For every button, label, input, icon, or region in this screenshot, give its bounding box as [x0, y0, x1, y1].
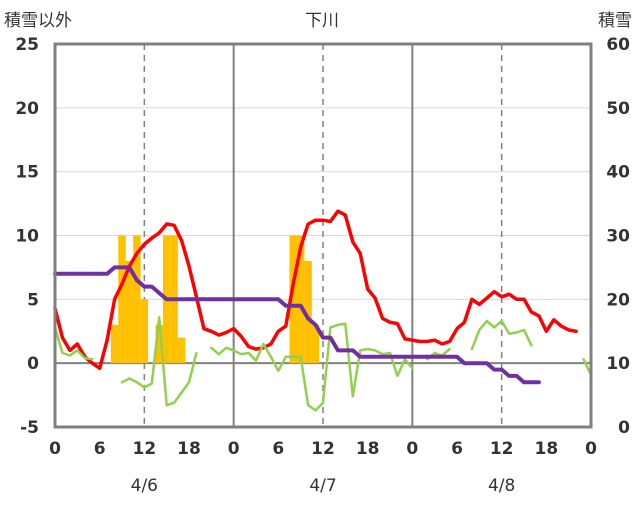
- x-tick-label: 0: [406, 439, 418, 459]
- date-label: 4/8: [488, 476, 515, 496]
- right-tick-label: 10: [606, 354, 630, 374]
- x-tick-label: 18: [356, 439, 380, 459]
- left-tick-label: 20: [15, 99, 39, 119]
- x-tick-label: 6: [272, 439, 284, 459]
- right-tick-label: 60: [606, 35, 630, 55]
- plot-frame: [53, 42, 593, 429]
- right-tick-label: 30: [606, 227, 630, 247]
- series-line: [53, 265, 541, 385]
- left-axis-label: 積雪以外: [4, 11, 72, 31]
- bar: [289, 235, 297, 364]
- left-y-ticks: -5 0 5 10 15 20 25: [15, 35, 39, 438]
- bar: [177, 337, 186, 364]
- bar: [311, 324, 320, 364]
- bar: [125, 261, 134, 364]
- left-tick-label: 0: [27, 354, 39, 374]
- bar: [133, 235, 141, 364]
- right-tick-label: 50: [606, 99, 630, 119]
- date-labels: 4/6 4/7 4/8: [131, 476, 516, 496]
- left-tick-label: -5: [20, 418, 39, 438]
- x-tick-label: 12: [132, 439, 156, 459]
- bar: [118, 235, 126, 364]
- left-tick-label: 5: [27, 290, 39, 310]
- series-line: [53, 315, 593, 412]
- x-tick-label: 0: [49, 439, 61, 459]
- right-tick-label: 20: [606, 290, 630, 310]
- left-tick-label: 15: [15, 163, 39, 183]
- line-series: [53, 209, 593, 412]
- x-tick-label: 18: [177, 439, 201, 459]
- bar: [155, 324, 163, 364]
- left-tick-label: 25: [15, 35, 39, 55]
- series-line: [53, 209, 578, 371]
- x-ticks: 0 6 12 18 0 6 12 18 0 6 12 18 0: [49, 439, 597, 459]
- date-label: 4/6: [131, 476, 158, 496]
- bar: [140, 299, 149, 364]
- x-tick-label: 12: [311, 439, 335, 459]
- bar: [110, 324, 119, 364]
- right-y-ticks: 0 10 20 30 40 50 60: [606, 35, 630, 438]
- x-tick-label: 18: [534, 439, 558, 459]
- bar: [296, 235, 305, 364]
- chart-title: 下川: [305, 11, 339, 31]
- right-tick-label: 40: [606, 163, 630, 183]
- x-tick-label: 6: [94, 439, 106, 459]
- x-tick-label: 0: [228, 439, 240, 459]
- left-tick-label: 10: [15, 227, 39, 247]
- bar: [304, 261, 312, 364]
- right-axis-label: 積雪: [598, 11, 632, 31]
- plot-border: [53, 42, 593, 429]
- right-tick-label: 0: [618, 418, 630, 438]
- x-tick-label: 6: [451, 439, 463, 459]
- x-tick-label: 0: [585, 439, 597, 459]
- x-tick-label: 12: [490, 439, 514, 459]
- date-label: 4/7: [309, 476, 336, 496]
